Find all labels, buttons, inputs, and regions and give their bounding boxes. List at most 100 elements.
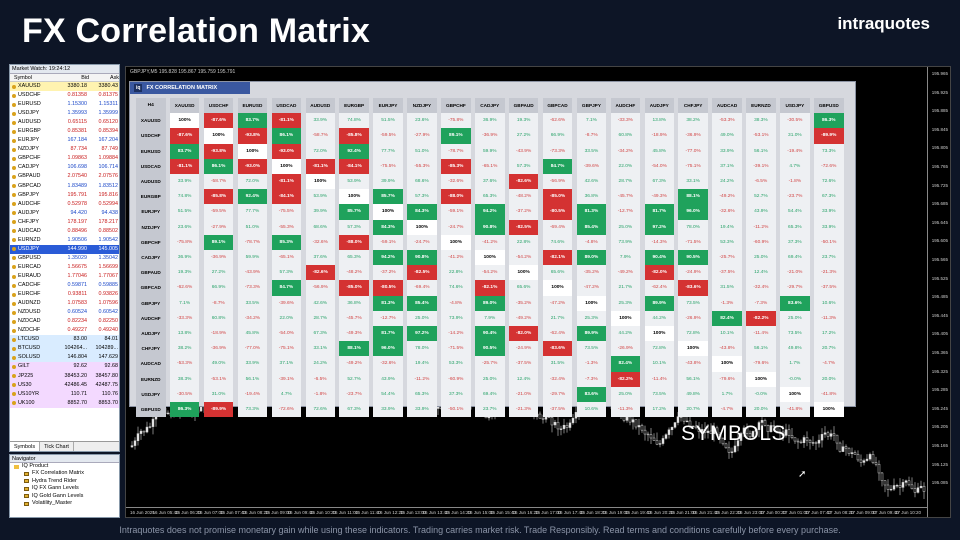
correlation-cell: -32.6% <box>712 204 742 220</box>
row-header-usdjpy[interactable]: USDJPY <box>136 386 166 402</box>
navigator-folder[interactable]: IQ Product <box>10 463 119 470</box>
column-header-audusd[interactable]: AUDUSD <box>305 98 335 114</box>
correlation-cell: -85.8% <box>203 189 234 205</box>
matrix-title-bar[interactable]: iq FX CORRELATION MATRIX <box>130 82 250 94</box>
navigator-indicator-item[interactable]: Hydra Trend Rider <box>10 478 119 485</box>
market-watch-row[interactable]: EURCHF 0.93811 0.93826 <box>10 290 119 299</box>
row-header-gbpusd[interactable]: GBPUSD <box>136 402 166 418</box>
market-watch-row[interactable]: US10YR 110.71 110.76 <box>10 389 119 399</box>
candle-body <box>661 438 665 444</box>
column-header-usdjpy[interactable]: USDJPY <box>780 98 810 114</box>
column-header-eurusd[interactable]: EURUSD <box>237 98 268 114</box>
market-watch-row[interactable]: EURNZD 1.90506 1.90542 <box>10 236 119 245</box>
correlation-cell: -25.7% <box>475 356 505 372</box>
column-header-gbpchf[interactable]: GBPCHF <box>441 98 471 114</box>
row-header-usdchf[interactable]: USDCHF <box>136 128 166 144</box>
row-header-gbpchf[interactable]: GBPCHF <box>136 234 166 250</box>
column-header-audjpy[interactable]: AUDJPY <box>644 98 674 114</box>
symbol-cell: EURNZD <box>10 236 55 245</box>
market-watch-row[interactable]: GILT 92.62 92.68 <box>10 362 119 372</box>
column-header-audchf[interactable]: AUDCHF <box>610 98 641 114</box>
navigator-indicator-item[interactable]: Volatility_Master <box>10 500 119 507</box>
column-header-audcad[interactable]: AUDCAD <box>712 98 742 114</box>
market-watch-row[interactable]: US30 42486.45 42487.75 <box>10 380 119 390</box>
market-watch-row[interactable]: XAUUSD 3380.18 3380.43 <box>10 82 119 92</box>
market-watch-row[interactable]: USDJPY 144.990 145.005 <box>10 244 119 254</box>
column-header-gbpusd[interactable]: GBPUSD <box>814 98 844 114</box>
symbol-cell: AUDCAD <box>10 227 55 236</box>
market-watch-row[interactable]: JP225 38453.20 38457.80 <box>10 371 119 381</box>
market-watch-row[interactable]: EURJPY 167.184 167.204 <box>10 136 119 145</box>
column-header-eurgbp[interactable]: EURGBP <box>339 98 369 114</box>
column-symbol[interactable]: Symbol <box>14 75 32 81</box>
navigator-indicator-item[interactable]: FX Correlation Matrix <box>10 470 119 477</box>
market-watch-row[interactable]: EURGBP 0.85381 0.85394 <box>10 127 119 136</box>
row-header-xauusd[interactable]: XAUUSD <box>136 113 166 129</box>
market-watch-row[interactable]: AUDUSD 0.65115 0.65120 <box>10 118 119 127</box>
row-header-audcad[interactable]: AUDCAD <box>136 356 166 372</box>
row-header-audchf[interactable]: AUDCHF <box>136 310 166 326</box>
market-watch-row[interactable]: GBPAUD 2.07540 2.07576 <box>10 172 119 181</box>
market-watch-row[interactable]: GBPCAD 1.83489 1.83512 <box>10 182 119 191</box>
tab-symbols[interactable]: Symbols <box>10 442 41 451</box>
row-header-gbpcad[interactable]: GBPCAD <box>136 280 166 296</box>
column-header-gbpjpy[interactable]: GBPJPY <box>576 98 607 114</box>
row-header-gbpaud[interactable]: GBPAUD <box>136 265 166 281</box>
market-watch-row[interactable]: CADJPY 106.698 106.714 <box>10 163 119 172</box>
market-watch-row[interactable]: USDJPY 1.35993 1.35999 <box>10 109 119 118</box>
market-watch-row[interactable]: SOLUSD 146.804 147.629 <box>10 353 119 363</box>
row-header-eurnzd[interactable]: EURNZD <box>136 371 166 387</box>
column-header-usdcad[interactable]: USDCAD <box>271 98 302 114</box>
navigator-indicator-item[interactable]: IQ FX Gann Levels <box>10 485 119 492</box>
row-header-eurgbp[interactable]: EURGBP <box>136 189 166 205</box>
column-ask[interactable]: Ask <box>110 75 119 81</box>
market-watch-row[interactable]: AUDNZD 1.07583 1.07596 <box>10 299 119 308</box>
column-header-usdchf[interactable]: USDCHF <box>203 98 234 114</box>
market-watch-row[interactable]: EURCAD 1.56675 1.56699 <box>10 263 119 272</box>
market-watch-row[interactable]: GBPCHF 1.09863 1.09884 <box>10 154 119 163</box>
tab-tick-chart[interactable]: Tick Chart <box>40 442 74 451</box>
time-axis[interactable]: 16 Jun 2025 16 Jun 05:40 16 Jun 06:20 16 Ju… <box>126 507 927 517</box>
market-watch-row[interactable]: GBPUSD 1.35029 1.35042 <box>10 254 119 263</box>
market-watch-row[interactable]: AUDCHF 0.52978 0.52994 <box>10 200 119 209</box>
column-header-eurjpy[interactable]: EURJPY <box>373 98 403 114</box>
price-chart[interactable]: GBPJPY,M5 195.828 195.867 195.759 195.79… <box>125 66 951 518</box>
market-watch-row[interactable]: AUDJPY 94.420 94.438 <box>10 209 119 218</box>
column-header-cadjpy[interactable]: CADJPY <box>475 98 505 114</box>
market-watch-row[interactable]: NZDUSD 0.60524 0.60542 <box>10 308 119 317</box>
market-watch-row[interactable]: CHFJPY 178.197 178.217 <box>10 218 119 227</box>
row-header-audusd[interactable]: AUDUSD <box>136 174 166 190</box>
row-header-usdcad[interactable]: USDCAD <box>136 158 166 174</box>
row-header-cadjpy[interactable]: CADJPY <box>136 250 166 266</box>
market-watch-row[interactable]: NZDJPY 87.734 87.749 <box>10 145 119 154</box>
column-header-gbpaud[interactable]: GBPAUD <box>508 98 539 114</box>
navigator-indicator-item[interactable]: IQ Gold Gann Levels <box>10 493 119 500</box>
column-header-xauusd[interactable]: XAUUSD <box>169 98 200 114</box>
column-bid[interactable]: Bid <box>81 75 89 81</box>
row-header-gbpjpy[interactable]: GBPJPY <box>136 295 166 311</box>
column-header-eurnzd[interactable]: EURNZD <box>746 98 776 114</box>
market-watch-row[interactable]: GBPJPY 195.791 195.816 <box>10 191 119 200</box>
column-header-nzdjpy[interactable]: NZDJPY <box>407 98 437 114</box>
row-header-chfjpy[interactable]: CHFJPY <box>136 341 166 357</box>
market-watch-row[interactable]: NZDCAD 0.82234 0.82250 <box>10 317 119 326</box>
market-watch-row[interactable]: EURAUD 1.77046 1.77067 <box>10 272 119 281</box>
row-header-eurjpy[interactable]: EURJPY <box>136 204 166 220</box>
market-watch-row[interactable]: AUDCAD 0.88496 0.88502 <box>10 227 119 236</box>
symbol-status-icon <box>12 364 16 369</box>
column-header-chfjpy[interactable]: CHFJPY <box>678 98 708 114</box>
market-watch-row[interactable]: CADCHF 0.59871 0.59885 <box>10 281 119 290</box>
row-header-nzdjpy[interactable]: NZDJPY <box>136 219 166 235</box>
market-watch-row[interactable]: BTCUSD 104264... 104289... <box>10 344 119 354</box>
market-watch-row[interactable]: NZDCHF 0.49227 0.49240 <box>10 326 119 335</box>
row-header-audjpy[interactable]: AUDJPY <box>136 326 166 342</box>
market-watch-row[interactable]: UK100 8852.70 8853.70 <box>10 398 119 408</box>
market-watch-row[interactable]: USDCHF 0.81358 0.81375 <box>10 91 119 100</box>
symbol-status-icon <box>12 211 16 216</box>
row-header-eurusd[interactable]: EURUSD <box>136 143 166 159</box>
market-watch-row[interactable]: EURUSD 1.15300 1.15311 <box>10 100 119 109</box>
column-header-gbpcad[interactable]: GBPCAD <box>542 98 573 114</box>
price-axis[interactable]: 195.965 195.925 195.885 195.845 195.805 195.7… <box>927 67 950 517</box>
candle-body <box>685 420 689 423</box>
market-watch-row[interactable]: LTCUSD 83.00 84.01 <box>10 335 119 345</box>
